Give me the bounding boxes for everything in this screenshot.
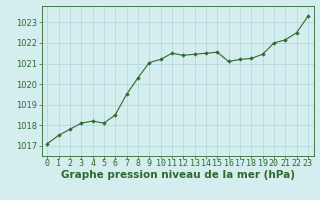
X-axis label: Graphe pression niveau de la mer (hPa): Graphe pression niveau de la mer (hPa) bbox=[60, 170, 295, 180]
